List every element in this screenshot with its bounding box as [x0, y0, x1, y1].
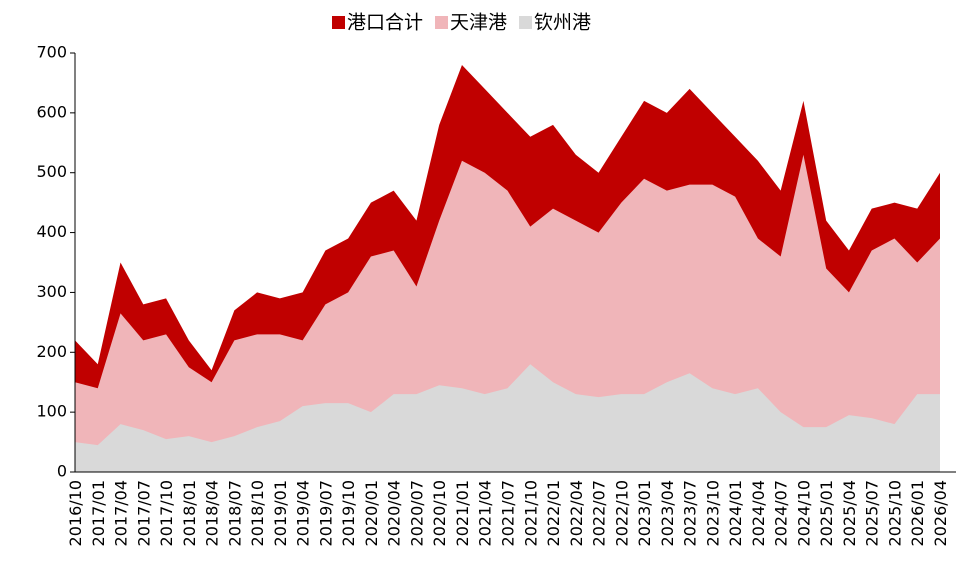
x-tick-label: 2020/04 [385, 480, 404, 546]
x-tick-label: 2025/04 [840, 480, 859, 546]
x-tick-label: 2017/01 [89, 480, 108, 546]
x-tick-label: 2022/04 [567, 480, 586, 546]
legend-label: 天津港 [450, 12, 507, 34]
y-tick-label: 0 [57, 462, 67, 481]
x-tick-label: 2021/10 [521, 480, 540, 546]
y-tick-label: 400 [36, 222, 67, 241]
x-tick-label: 2025/10 [885, 480, 904, 546]
x-tick-label: 2022/10 [612, 480, 631, 546]
x-tick-label: 2018/04 [203, 480, 222, 546]
legend-label: 港口合计 [347, 12, 423, 34]
x-tick-label: 2024/01 [726, 480, 745, 546]
legend: 港口合计 天津港 钦州港 [332, 12, 591, 34]
y-tick-label: 300 [36, 282, 67, 301]
x-tick-label: 2023/04 [658, 480, 677, 546]
x-tick-label: 2018/10 [248, 480, 267, 546]
x-tick-label: 2017/04 [112, 480, 131, 546]
legend-swatch [332, 16, 345, 29]
x-tick-label: 2019/10 [339, 480, 358, 546]
y-tick-label: 600 [36, 102, 67, 121]
x-tick-label: 2022/07 [590, 480, 609, 546]
x-tick-label: 2018/01 [180, 480, 199, 546]
x-tick-label: 2017/07 [134, 480, 153, 546]
x-tick-label: 2019/07 [316, 480, 335, 546]
x-tick-label: 2023/01 [635, 480, 654, 546]
x-tick-label: 2024/04 [749, 480, 768, 546]
area [75, 364, 940, 472]
legend-label: 钦州港 [534, 12, 591, 34]
x-tick-label: 2021/04 [476, 480, 495, 546]
x-tick-label: 2026/01 [908, 480, 927, 546]
x-tick-label: 2020/01 [362, 480, 381, 546]
x-tick-label: 2025/07 [863, 480, 882, 546]
x-tick-label: 2019/04 [294, 480, 313, 546]
x-tick-label: 2026/04 [931, 480, 950, 546]
legend-swatch [435, 16, 449, 29]
x-tick-label: 2021/07 [499, 480, 518, 546]
x-tick-label: 2025/01 [817, 480, 836, 546]
x-tick-label: 2023/10 [703, 480, 722, 546]
x-tick-label: 2020/07 [407, 480, 426, 546]
y-tick-label: 700 [36, 43, 67, 62]
x-tick-label: 2022/01 [544, 480, 563, 546]
x-tick-label: 2020/10 [430, 480, 449, 546]
legend-swatch [519, 16, 533, 29]
x-tick-label: 2018/07 [225, 480, 244, 546]
x-tick-label: 2017/10 [157, 480, 176, 546]
y-tick-label: 100 [36, 402, 67, 421]
x-tick-label: 2024/10 [794, 480, 813, 546]
x-tick-label: 2023/07 [681, 480, 700, 546]
x-tick-label: 2021/01 [453, 480, 472, 546]
x-tick-label: 2024/07 [772, 480, 791, 546]
y-tick-label: 200 [36, 342, 67, 361]
x-tick-label: 2016/10 [66, 480, 85, 546]
y-tick-label: 500 [36, 162, 67, 181]
x-tick-label: 2019/01 [271, 480, 290, 546]
